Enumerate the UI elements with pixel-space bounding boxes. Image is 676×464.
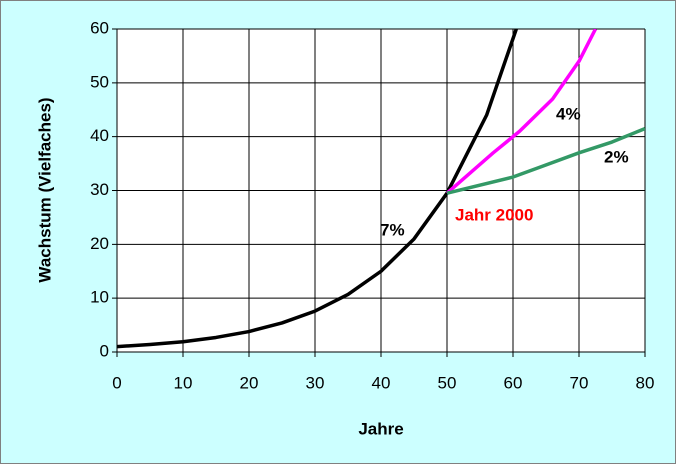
y-tick-label: 50 [90,72,109,91]
series-label: 4% [556,104,581,123]
x-tick-label: 20 [240,373,259,392]
y-tick-label: 40 [90,126,109,145]
annotation: Jahr 2000 [455,205,533,224]
y-tick-label: 20 [90,234,109,253]
x-tick-label: 30 [306,373,325,392]
x-tick-label: 40 [372,373,391,392]
series-line [446,126,645,195]
x-tick-label: 10 [174,373,193,392]
y-tick-label: 0 [100,341,109,360]
y-axis-label: Wachstum (Vielfaches) [35,97,54,282]
series-line [445,29,598,195]
x-tick-label: 50 [438,373,457,392]
series-label: 2% [604,147,629,166]
series-label: 7% [380,220,405,239]
x-tick-label: 70 [570,373,589,392]
x-tick-label: 0 [112,373,121,392]
y-tick-label: 30 [90,180,109,199]
x-tick-label: 60 [504,373,523,392]
x-axis-label: Jahre [358,419,403,438]
y-tick-label: 60 [90,18,109,37]
y-tick-label: 10 [90,288,109,307]
x-tick-label: 80 [636,373,655,392]
series-line [117,29,518,349]
